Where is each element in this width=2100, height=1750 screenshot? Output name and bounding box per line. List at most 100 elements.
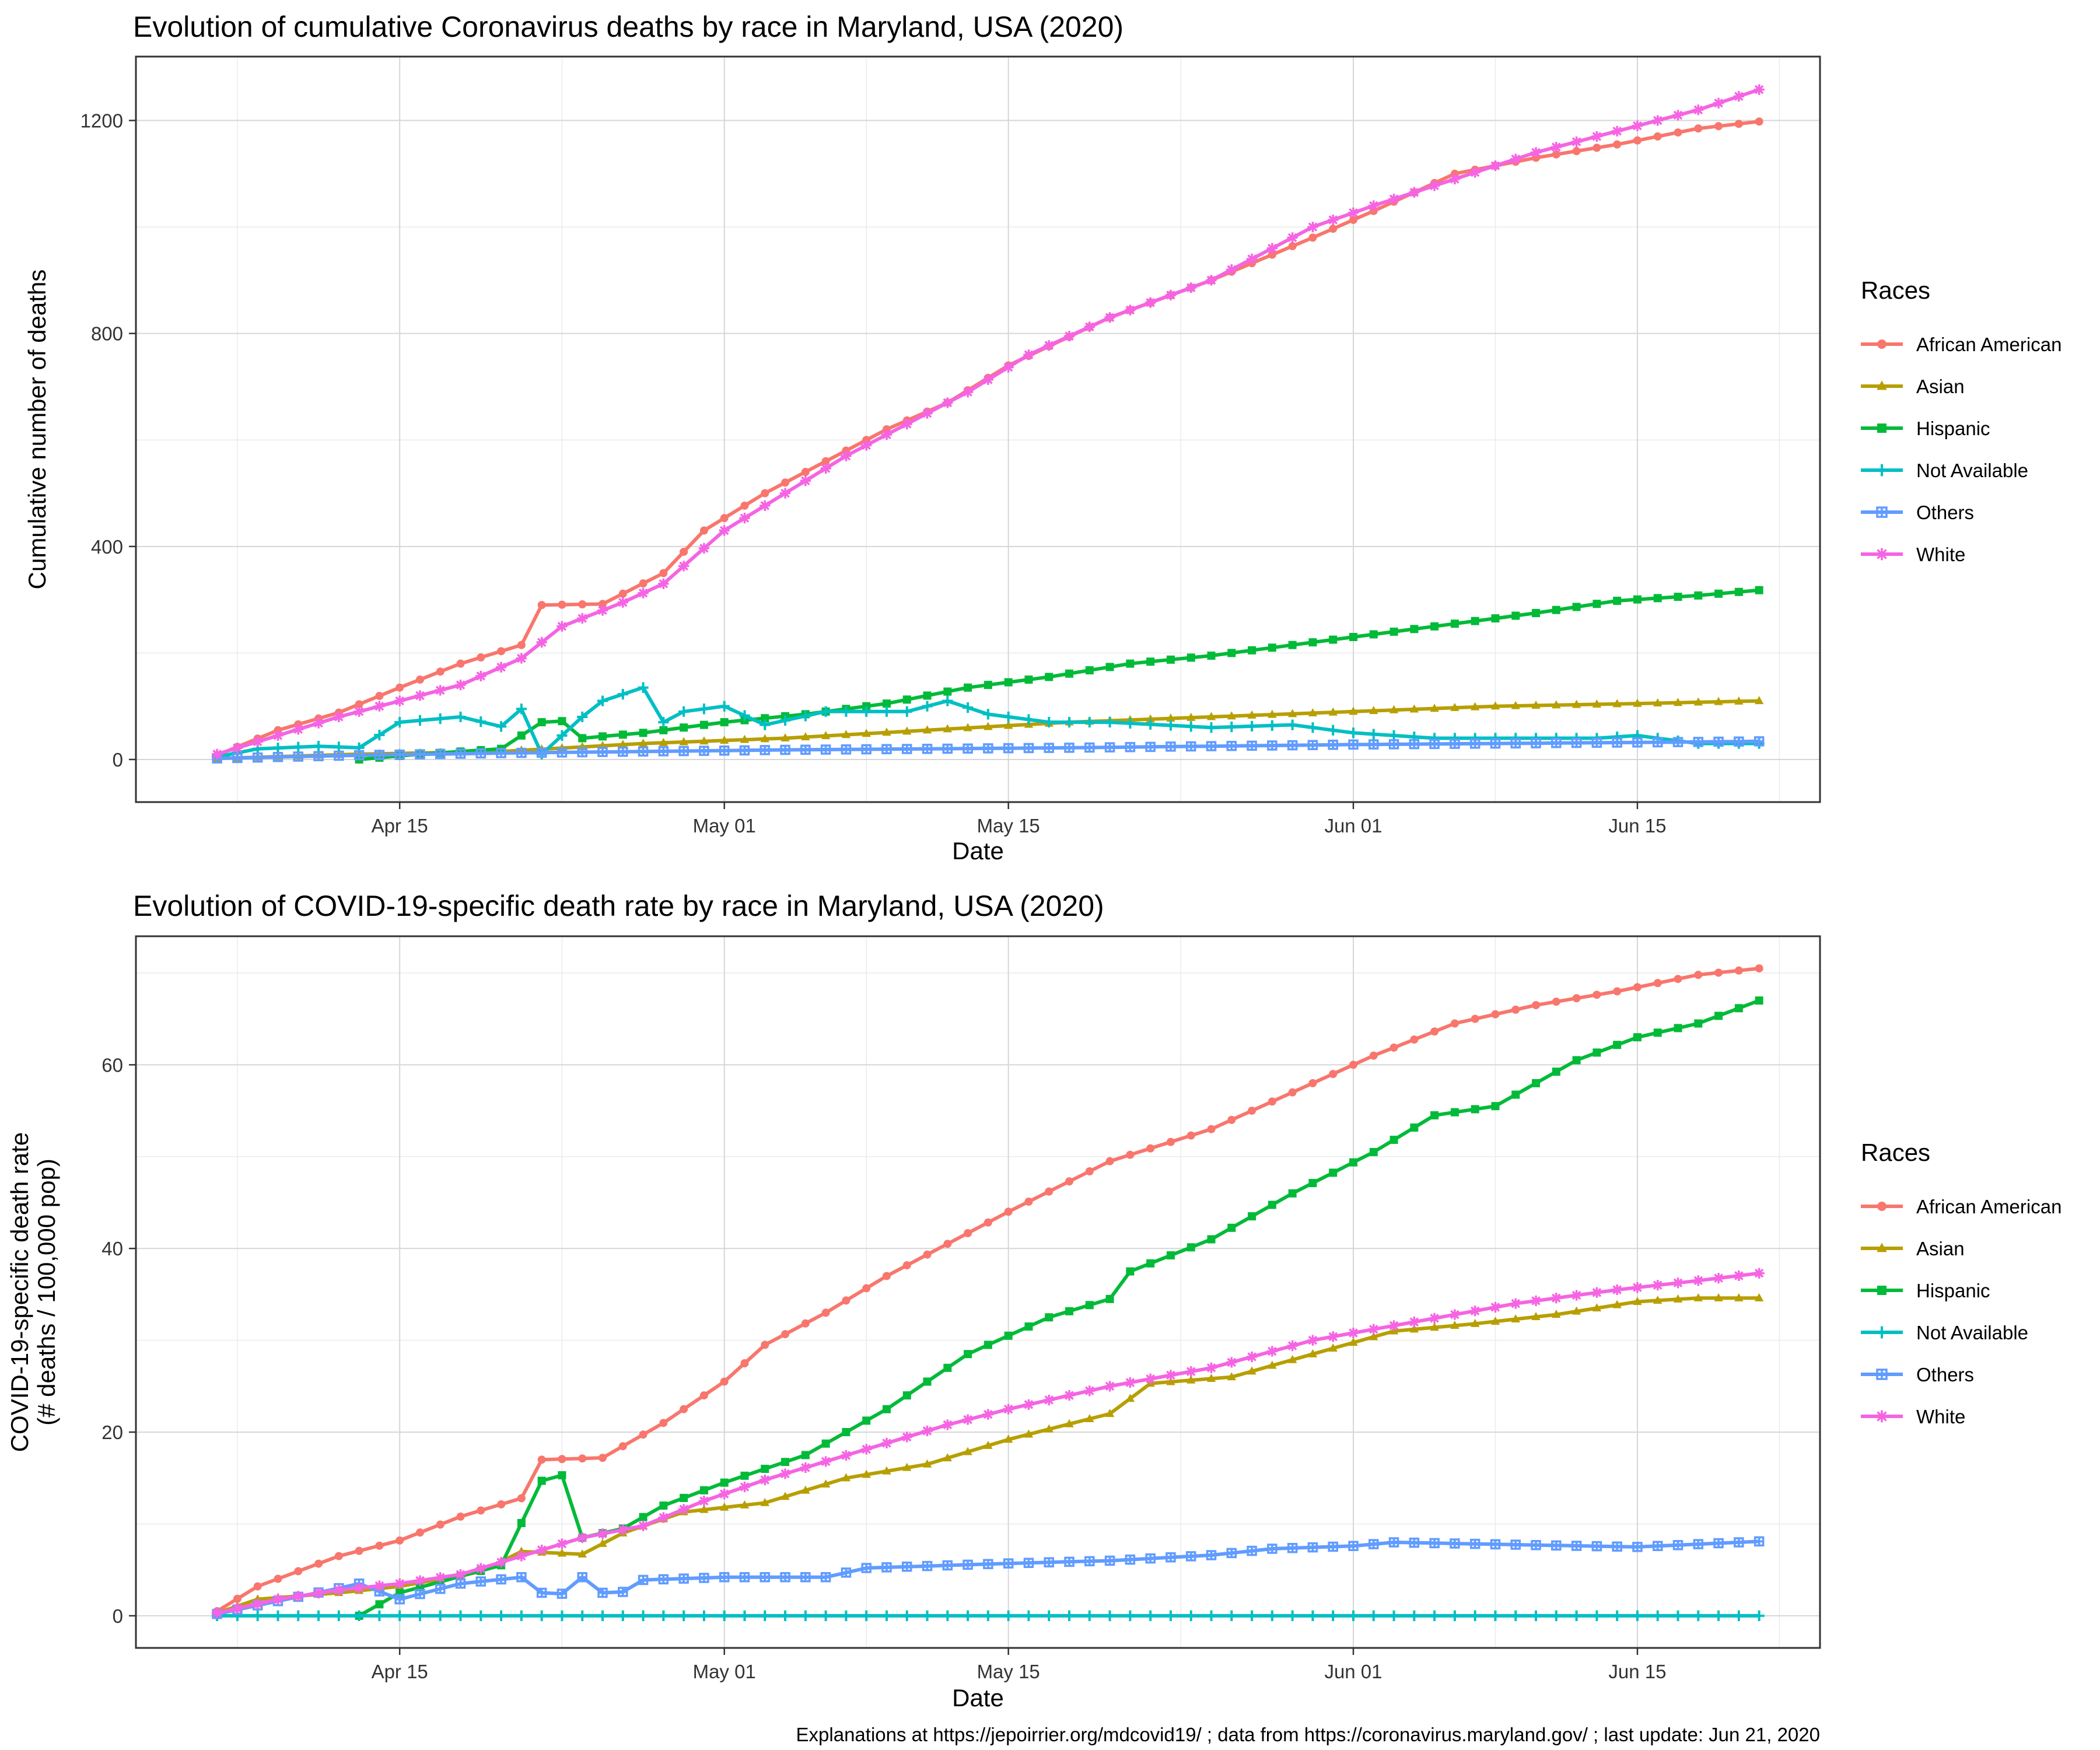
data-point: [374, 1610, 385, 1621]
data-point: [477, 653, 485, 662]
data-point: [1023, 1610, 1034, 1621]
data-point: [1085, 1167, 1094, 1175]
data-point: [1125, 1610, 1136, 1621]
data-point: [1044, 1557, 1054, 1568]
data-point: [699, 720, 708, 729]
x-tick-label: Jun 01: [1324, 1661, 1382, 1682]
data-point: [902, 1391, 911, 1400]
data-point: [739, 1481, 750, 1493]
data-point: [1592, 600, 1601, 608]
data-point: [1733, 1610, 1744, 1621]
data-point: [1247, 740, 1257, 751]
data-point: [1084, 1385, 1095, 1396]
data-point: [943, 687, 952, 696]
data-point: [658, 1574, 669, 1585]
legend-label: Others: [1916, 1364, 1974, 1385]
data-point: [1166, 655, 1175, 664]
data-point: [1409, 1324, 1419, 1333]
data-point: [415, 1528, 424, 1537]
data-point: [964, 683, 972, 692]
data-point: [841, 730, 851, 738]
data-point: [1409, 704, 1419, 713]
data-point: [577, 747, 587, 758]
data-point: [394, 1594, 405, 1605]
data-point: [821, 1308, 830, 1317]
data-point: [1510, 153, 1521, 164]
data-point: [1388, 730, 1399, 741]
data-point: [881, 744, 892, 754]
data-point: [1591, 131, 1602, 142]
data-point: [1450, 702, 1460, 711]
data-point: [1064, 1556, 1074, 1567]
data-point: [375, 1541, 384, 1550]
data-point: [1085, 1413, 1094, 1422]
data-point: [1084, 1556, 1095, 1567]
data-point: [1653, 698, 1662, 706]
data-point: [1410, 625, 1419, 634]
data-point: [739, 513, 750, 524]
data-point: [1287, 719, 1298, 730]
data-point: [1065, 669, 1074, 678]
data-point: [1511, 1005, 1520, 1014]
data-point: [517, 1518, 526, 1527]
data-point: [902, 695, 911, 704]
data-point: [1125, 304, 1136, 316]
data-point: [536, 637, 547, 648]
data-point: [334, 1552, 343, 1560]
x-axis-title: Date: [952, 837, 1004, 864]
data-point: [760, 734, 769, 743]
data-point: [1288, 1189, 1297, 1198]
legend-label: Asian: [1916, 376, 1965, 397]
data-point: [1003, 1610, 1014, 1621]
data-point: [333, 1584, 344, 1595]
data-point: [1469, 1610, 1480, 1621]
data-point: [272, 1594, 284, 1605]
data-point: [1552, 1310, 1561, 1318]
data-point: [354, 1583, 365, 1594]
data-point: [881, 706, 892, 717]
data-point: [455, 748, 466, 759]
data-point: [1266, 243, 1278, 254]
data-point: [1532, 608, 1541, 617]
data-point: [475, 1610, 487, 1621]
data-point: [1045, 673, 1054, 681]
data-point: [577, 1610, 588, 1621]
data-point: [1246, 253, 1258, 264]
data-point: [1430, 1322, 1439, 1331]
data-point: [394, 716, 405, 728]
data-point: [1287, 709, 1297, 718]
data-point: [1268, 1097, 1276, 1106]
data-point: [1064, 743, 1074, 753]
data-point: [212, 748, 223, 760]
data-point: [780, 1572, 790, 1583]
legend-label: Not Available: [1916, 1322, 2028, 1343]
data-point: [1674, 975, 1682, 984]
data-point: [1084, 321, 1095, 332]
data-point: [680, 723, 688, 732]
data-point: [598, 1454, 607, 1462]
data-point: [1247, 710, 1256, 719]
data-point: [760, 1572, 771, 1583]
data-point: [740, 734, 750, 743]
data-point: [1652, 1280, 1663, 1291]
legend-key-marker: [1876, 506, 1888, 518]
data-point: [313, 718, 324, 729]
data-point: [1551, 1540, 1562, 1551]
legend-key-marker: [1877, 424, 1887, 433]
data-point: [1248, 1212, 1256, 1221]
data-point: [942, 397, 953, 408]
legend-key-marker: [1877, 1202, 1887, 1211]
plot-background: [136, 936, 1820, 1648]
data-point: [1530, 147, 1542, 158]
data-point: [1754, 1268, 1765, 1279]
data-point: [1471, 617, 1479, 625]
data-point: [455, 680, 466, 691]
data-point: [1308, 233, 1317, 242]
series-african-american: [213, 964, 1763, 1616]
data-point: [1246, 1610, 1258, 1621]
data-point: [1267, 740, 1278, 751]
data-point: [801, 1485, 810, 1494]
data-point: [1145, 741, 1156, 752]
data-point: [577, 612, 588, 624]
data-point: [1653, 979, 1662, 988]
